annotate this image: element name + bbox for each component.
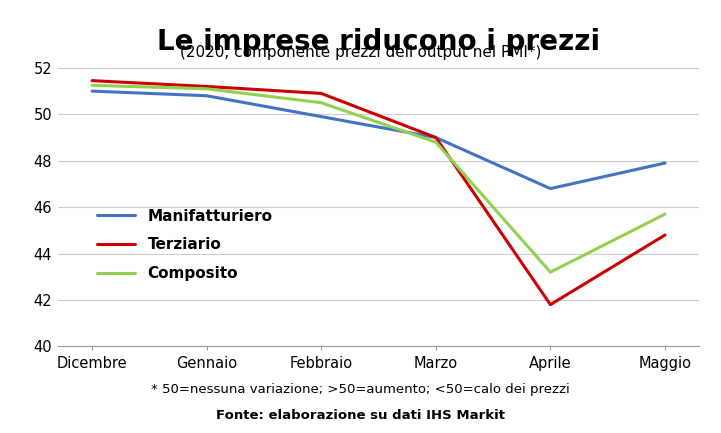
Line: Manifatturiero: Manifatturiero xyxy=(92,91,665,189)
Terziario xyxy=(317,91,326,96)
Manifatturiero xyxy=(660,161,669,166)
Composito xyxy=(203,86,211,91)
Line: Terziario: Terziario xyxy=(92,81,665,305)
Composito xyxy=(660,211,669,216)
Composito xyxy=(317,100,326,105)
Terziario xyxy=(660,233,669,238)
Text: * 50=nessuna variazione; >50=aumento; <50=calo dei prezzi: * 50=nessuna variazione; >50=aumento; <5… xyxy=(151,383,570,396)
Legend: Manifatturiero, Terziario, Composito: Manifatturiero, Terziario, Composito xyxy=(91,203,278,287)
Manifatturiero xyxy=(317,114,326,119)
Manifatturiero xyxy=(431,135,440,140)
Composito xyxy=(546,269,554,275)
Manifatturiero xyxy=(88,88,97,94)
Composito xyxy=(431,139,440,145)
Terziario xyxy=(88,78,97,83)
Terziario xyxy=(203,84,211,89)
Terziario xyxy=(431,135,440,140)
Manifatturiero xyxy=(546,186,554,191)
Title: Le imprese riducono i prezzi: Le imprese riducono i prezzi xyxy=(157,28,600,56)
Line: Composito: Composito xyxy=(92,85,665,272)
Terziario xyxy=(546,302,554,307)
Manifatturiero xyxy=(203,93,211,98)
Text: (2020, componente prezzi dell'output nel PMI*): (2020, componente prezzi dell'output nel… xyxy=(180,45,541,61)
Text: Fonte: elaborazione su dati IHS Markit: Fonte: elaborazione su dati IHS Markit xyxy=(216,409,505,422)
Composito xyxy=(88,83,97,88)
